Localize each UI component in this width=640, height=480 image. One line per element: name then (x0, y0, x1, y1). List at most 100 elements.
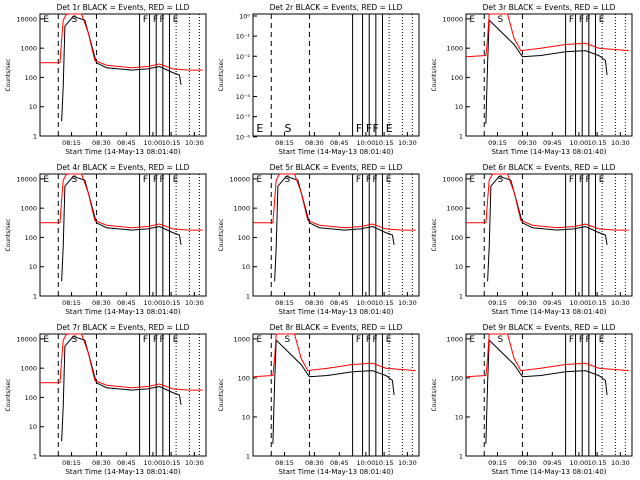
series-events-line (485, 338, 608, 444)
y-tick-label: 1 (246, 293, 250, 301)
x-tick-label: 08:45 (117, 139, 136, 147)
y-tick-label: 10000 (16, 15, 37, 23)
series-events-line (61, 15, 182, 122)
chart-title: Det 5r BLACK = Events, RED = LLD (270, 163, 403, 172)
y-tick-label: 1 (33, 133, 37, 141)
x-axis-label: Start Time (14-May-13 08:01:40) (65, 148, 180, 156)
x-tick-label: 08:30 (92, 139, 111, 147)
event-marker: E (599, 175, 605, 185)
chart-panel-3: Det 3r BLACK = Events, RED = LLD Counts/s… (431, 3, 633, 156)
event-marker: F (356, 175, 361, 185)
y-axis-label: Counts/sec (431, 378, 438, 411)
y-tick-label: 10⁻³ (236, 73, 251, 81)
event-marker: E (386, 122, 393, 135)
series-events-line (61, 175, 182, 282)
y-tick-label: 1000 (20, 205, 37, 213)
x-tick-label: 08:15 (62, 299, 81, 307)
event-marker: S (498, 335, 504, 345)
chart-title: Det 6r BLACK = Events, RED = LLD (483, 163, 616, 172)
y-tick-label: 100 (25, 234, 37, 242)
y-tick-label: 10 (242, 263, 250, 271)
x-axis-label: Start Time (14-May-13 08:01:40) (491, 468, 606, 476)
event-marker: E (173, 15, 179, 25)
series-events-line (272, 338, 395, 444)
event-marker: F (373, 335, 378, 345)
x-tick-label: 09:45 (543, 299, 562, 307)
y-tick-label: 10⁻⁴ (236, 93, 251, 101)
x-tick-label: 10:00 (357, 459, 376, 467)
y-axis-label: Counts/sec (5, 378, 12, 411)
x-tick-label: 10:30 (185, 299, 204, 307)
event-marker: F (579, 175, 584, 185)
series-lld-line (465, 333, 629, 378)
y-tick-label: 100 (451, 74, 463, 82)
event-marker: E (173, 335, 179, 345)
y-axis-label: Counts/sec (218, 218, 225, 251)
x-tick-label: 10:00 (570, 299, 589, 307)
chart-title: Det 1r BLACK = Events, RED = LLD (57, 3, 190, 12)
x-tick-label: 10:00 (144, 299, 163, 307)
event-marker: F (143, 335, 148, 345)
y-tick-label: 10000 (16, 175, 37, 183)
event-marker: E (43, 175, 49, 185)
x-tick-label: 08:15 (275, 459, 294, 467)
series-lld-line (465, 13, 629, 58)
event-marker: S (72, 335, 78, 345)
event-marker: F (373, 175, 378, 185)
x-axis-label: Start Time (14-May-13 08:01:40) (278, 308, 393, 316)
y-axis-label: Counts/sec (431, 218, 438, 251)
x-tick-label: 08:30 (305, 459, 324, 467)
x-tick-label: 09:30 (518, 299, 537, 307)
chart-title: Det 3r BLACK = Events, RED = LLD (483, 3, 616, 12)
y-tick-label: 1000 (446, 45, 463, 53)
event-marker: F (569, 335, 574, 345)
plot-frame (252, 13, 420, 137)
chart-title: Det 4r BLACK = Events, RED = LLD (57, 163, 190, 172)
x-tick-label: 08:30 (92, 299, 111, 307)
chart-panel-9: Det 9r BLACK = Events, RED = LLD Counts/s… (431, 323, 633, 476)
y-tick-label: 1000 (20, 45, 37, 53)
y-axis-label: Counts/sec (5, 58, 12, 91)
event-marker: F (153, 175, 158, 185)
plot-frame (39, 173, 207, 297)
x-tick-label: 10:00 (570, 459, 589, 467)
y-tick-label: 100 (25, 74, 37, 82)
y-tick-label: 1000 (233, 205, 250, 213)
event-marker: E (43, 335, 49, 345)
x-tick-label: 09:45 (543, 139, 562, 147)
y-tick-label: 1 (459, 293, 463, 301)
y-tick-label: 1000 (446, 205, 463, 213)
chart-panel-5: Det 5r BLACK = Events, RED = LLD Counts/s… (218, 163, 420, 316)
event-marker: E (469, 175, 475, 185)
chart-panel-1: Det 1r BLACK = Events, RED = LLD Counts/s… (5, 3, 207, 156)
event-marker: S (72, 15, 78, 25)
x-tick-label: 09:15 (488, 459, 507, 467)
y-tick-label: 10000 (229, 175, 250, 183)
event-marker: F (579, 15, 584, 25)
x-axis-label: Start Time (14-May-13 08:01:40) (65, 308, 180, 316)
series-lld-line (40, 173, 203, 231)
event-marker: F (153, 15, 158, 25)
x-tick-label: 09:15 (488, 299, 507, 307)
event-marker: E (469, 15, 475, 25)
y-tick-label: 10000 (442, 15, 463, 23)
y-tick-label: 1 (33, 293, 37, 301)
x-tick-label: 10:00 (144, 459, 163, 467)
chart-title: Det 2r BLACK = Events, RED = LLD (270, 3, 403, 12)
chart-title: Det 7r BLACK = Events, RED = LLD (57, 323, 190, 332)
x-tick-label: 08:45 (330, 459, 349, 467)
event-marker: F (356, 335, 361, 345)
y-tick-label: 10⁻² (236, 53, 251, 61)
x-tick-label: 09:15 (488, 139, 507, 147)
x-axis-label: Start Time (14-May-13 08:01:40) (491, 308, 606, 316)
plot-frame (252, 333, 420, 457)
event-marker: F (586, 335, 591, 345)
y-tick-label: 10 (455, 263, 463, 271)
event-marker: F (569, 15, 574, 25)
event-marker: E (386, 175, 392, 185)
event-marker: F (579, 335, 584, 345)
event-marker: S (285, 122, 292, 135)
event-marker: E (386, 335, 392, 345)
x-tick-label: 10:30 (611, 299, 630, 307)
chart-panel-6: Det 6r BLACK = Events, RED = LLD Counts/s… (431, 163, 633, 316)
